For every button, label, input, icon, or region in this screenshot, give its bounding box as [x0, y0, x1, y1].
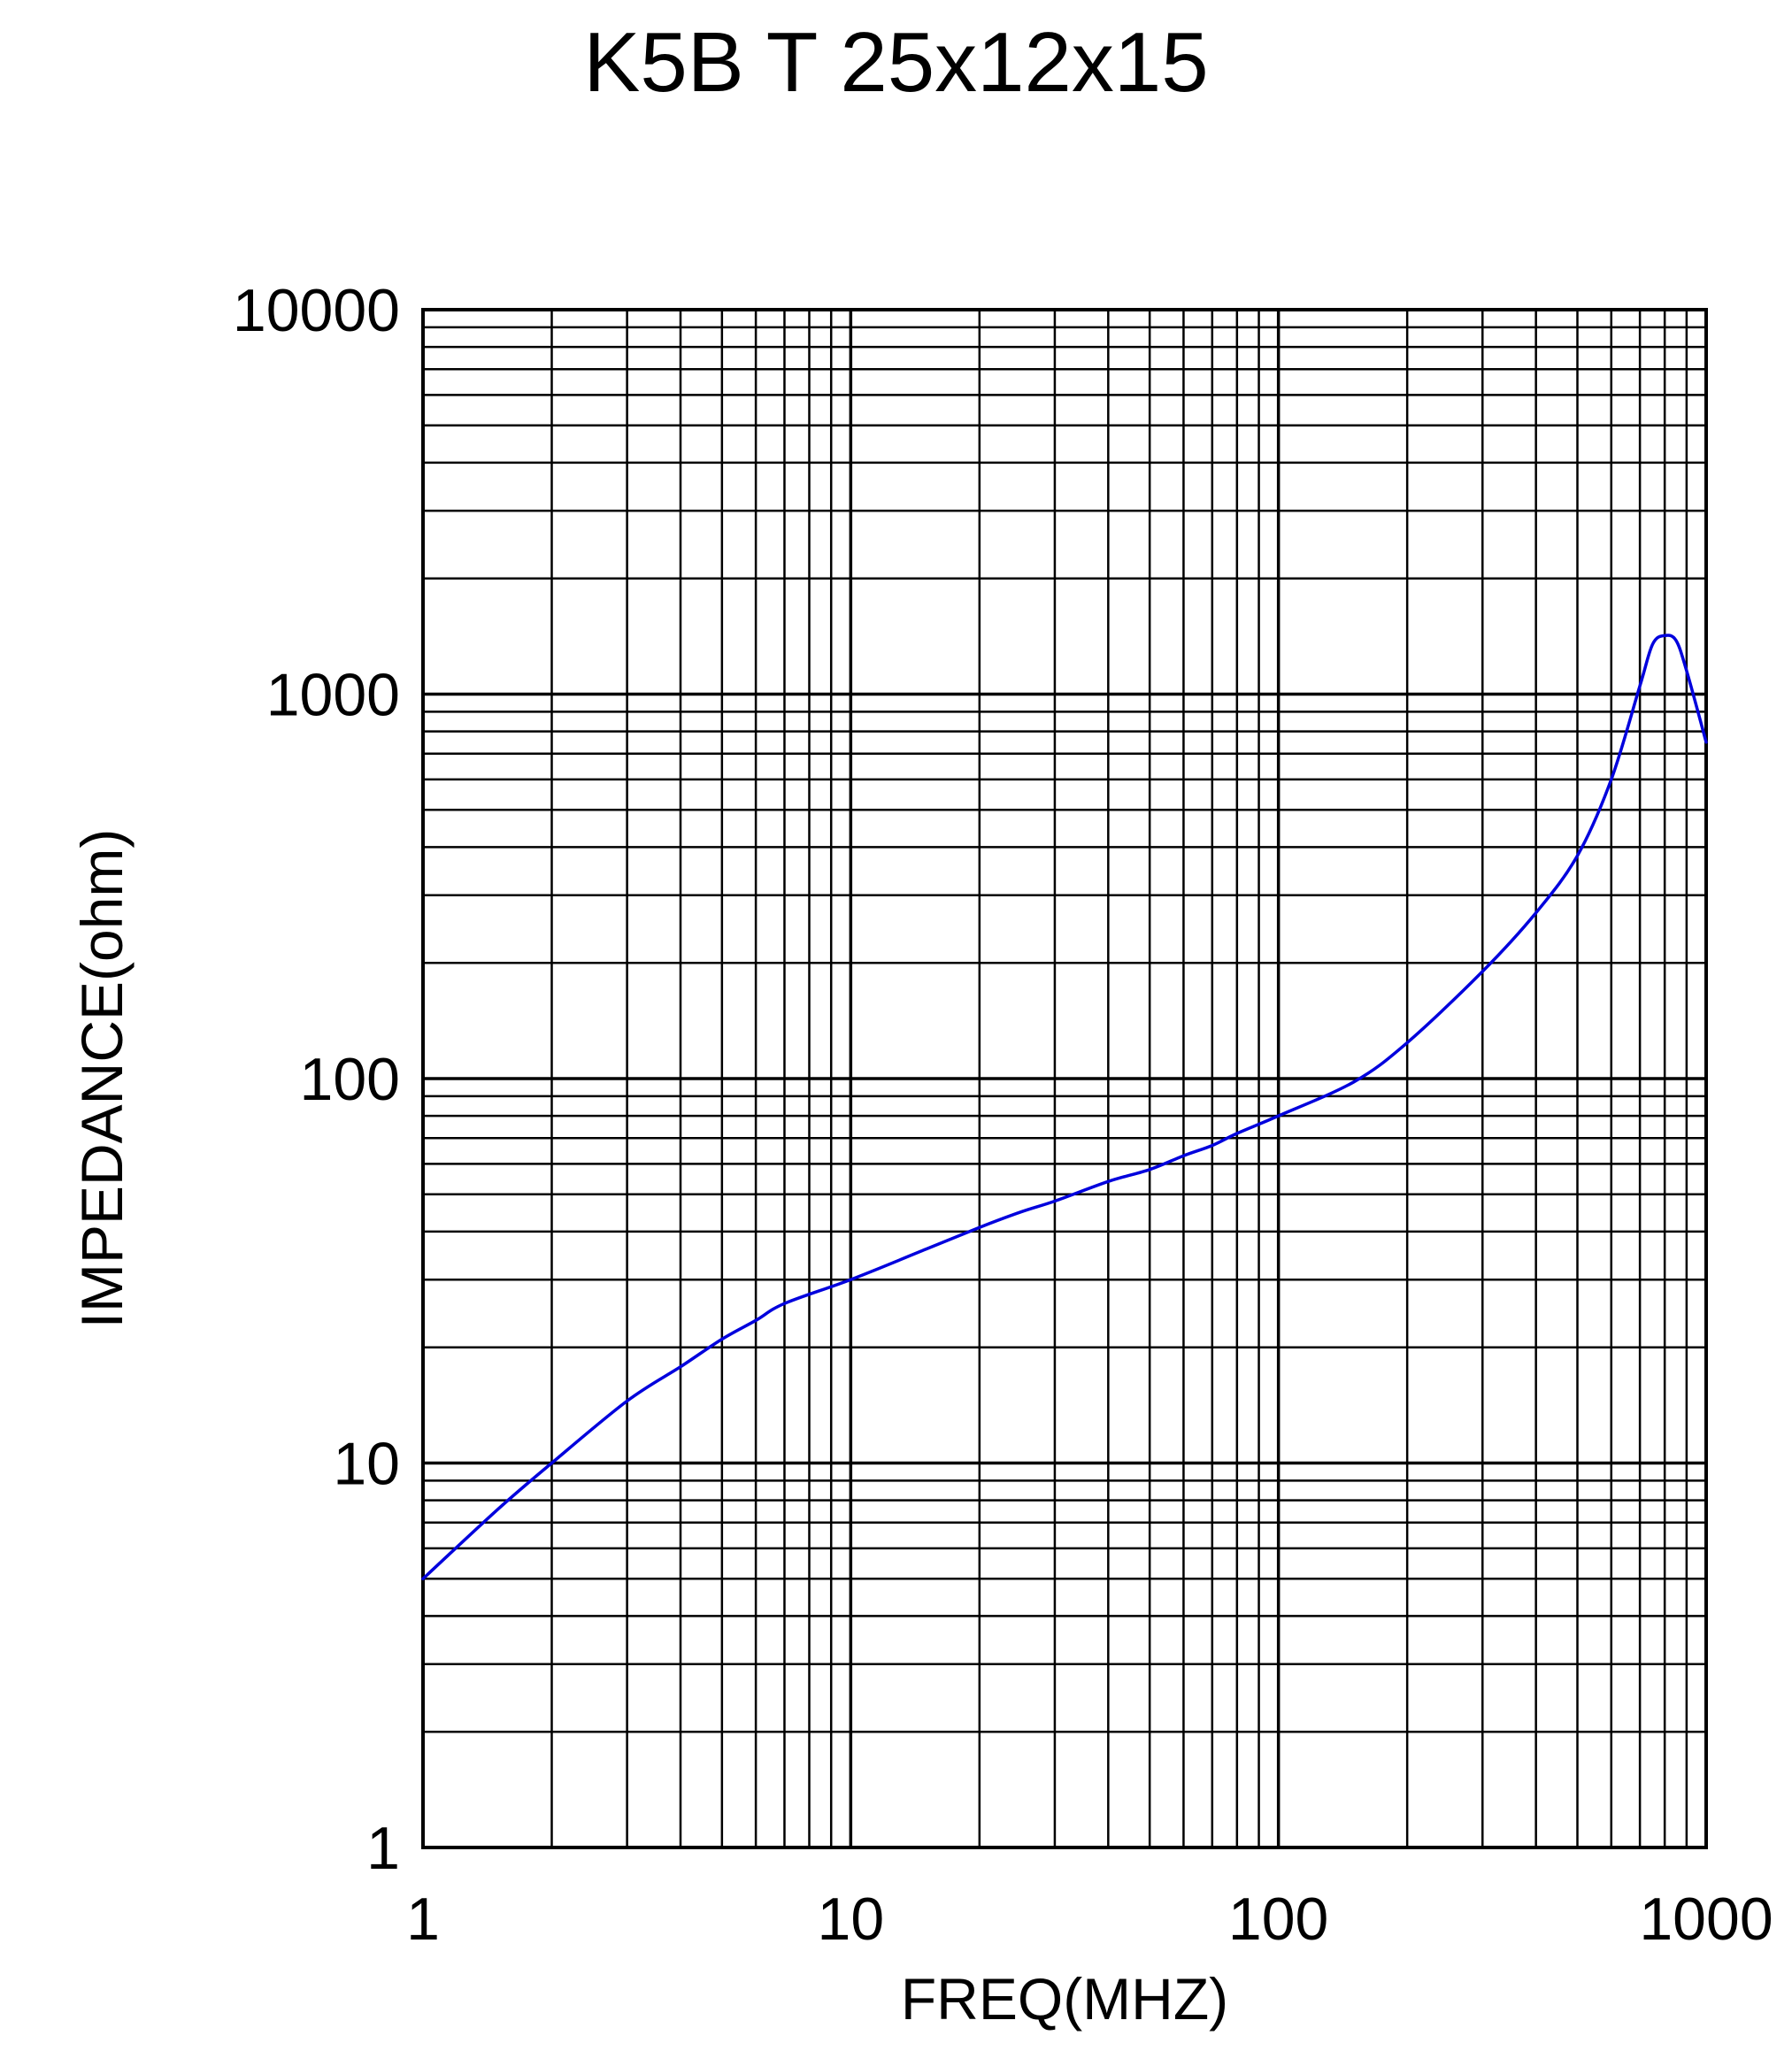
grid [421, 308, 1708, 1849]
y-tick-label: 100 [300, 1046, 400, 1113]
x-tick-label: 1 [406, 1886, 440, 1953]
y-axis-label: IMPEDANCE(ohm) [69, 829, 135, 1329]
tick-labels: 1 10 100 1000 10000 1 10 100 1000 [233, 277, 1773, 1953]
series-layer [421, 634, 1708, 1581]
x-tick-label: 10 [818, 1886, 885, 1953]
chart-title: K5B T 25x12x15 [583, 15, 1209, 110]
y-tick-label: 10000 [233, 277, 400, 344]
x-tick-label: 1000 [1639, 1886, 1773, 1953]
impedance-series-line [421, 634, 1708, 1581]
y-tick-label: 10 [333, 1431, 400, 1498]
y-tick-label: 1 [366, 1815, 400, 1882]
x-tick-label: 100 [1228, 1886, 1328, 1953]
axis-labels: FREQ(MHZ) IMPEDANCE(ohm) [69, 829, 1228, 2032]
x-axis-label: FREQ(MHZ) [901, 1966, 1228, 2032]
y-tick-label: 1000 [266, 662, 400, 729]
plot-border [421, 308, 1708, 1849]
